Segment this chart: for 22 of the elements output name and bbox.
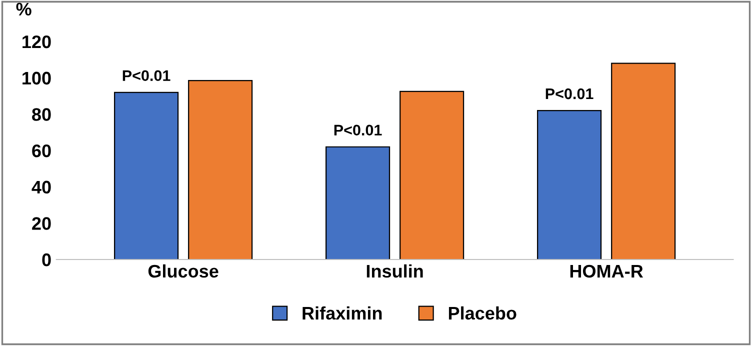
annotation: P<0.01	[546, 88, 594, 100]
y-tick-label: 40	[32, 180, 51, 194]
y-tick-label: 100	[22, 72, 51, 85]
y-tick-label: 0	[42, 253, 51, 266]
annotation: P<0.01	[334, 124, 382, 136]
y-tick-label: 120	[22, 35, 51, 48]
bar	[400, 90, 464, 260]
bar	[188, 80, 253, 260]
x-tick-label: HOMA-R	[570, 264, 644, 278]
bar	[114, 92, 179, 260]
bar	[537, 110, 602, 260]
legend-label: Placebo	[448, 306, 516, 320]
x-tick-label: Insulin	[366, 264, 423, 278]
legend-label: Rifaximin	[302, 306, 382, 320]
y-axis-title: %	[16, 2, 32, 16]
annotation: P<0.01	[122, 70, 170, 82]
bar	[326, 146, 390, 260]
x-tick-label: Glucose	[148, 264, 218, 278]
y-tick-label: 80	[32, 108, 51, 121]
y-tick-label: 20	[32, 217, 51, 230]
y-tick-label: 60	[32, 144, 51, 158]
bar	[611, 62, 676, 260]
